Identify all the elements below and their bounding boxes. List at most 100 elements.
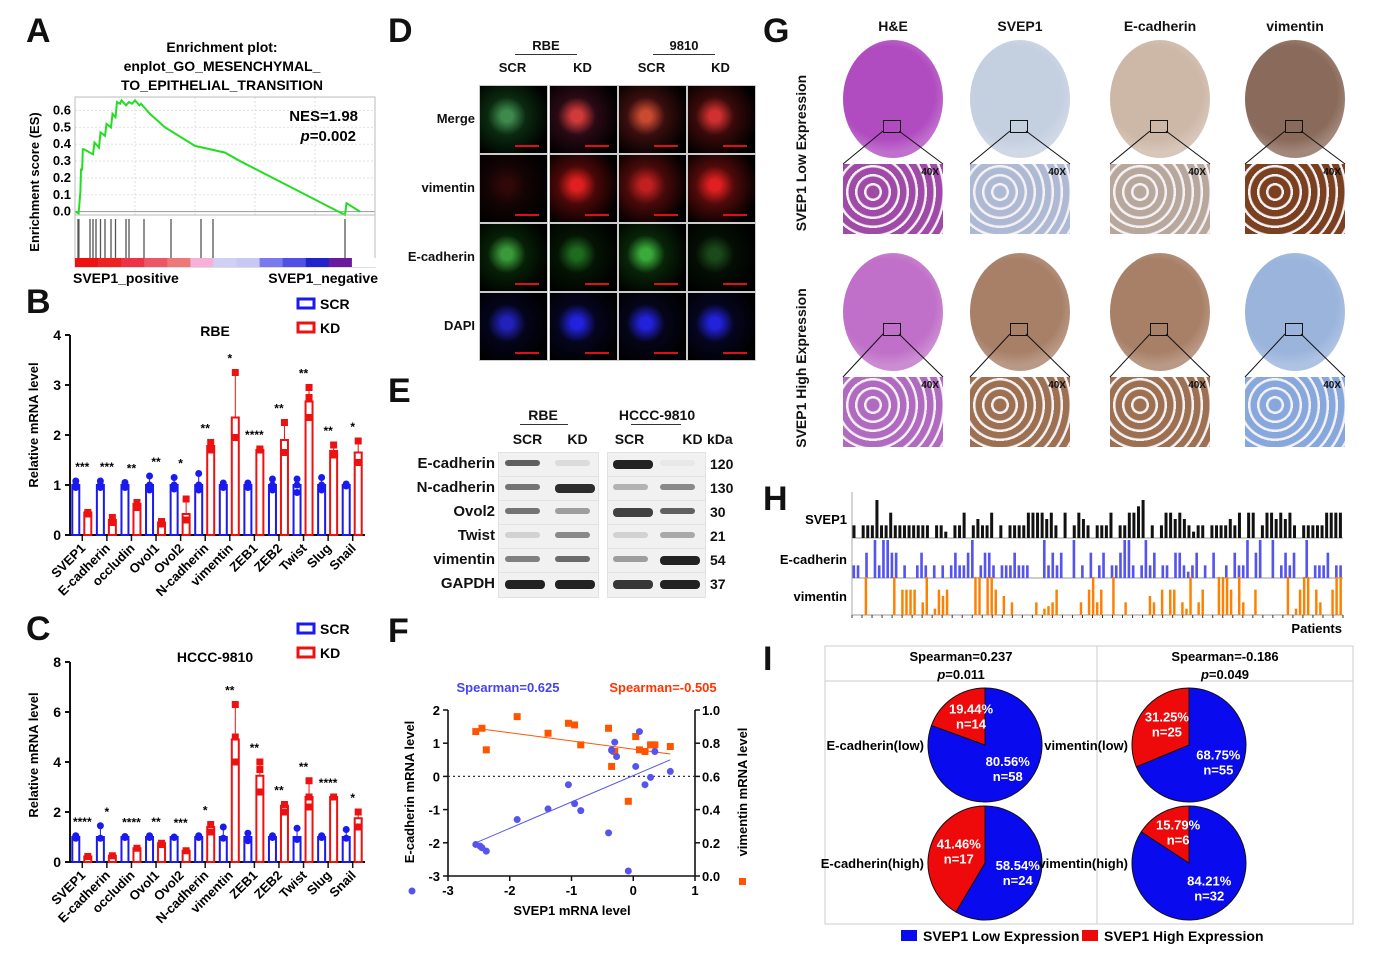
data-point-kd bbox=[158, 520, 166, 528]
significance-marker: ** bbox=[274, 402, 284, 416]
column-label-scr: SCR bbox=[498, 60, 527, 75]
point-ecadherin bbox=[571, 800, 579, 808]
patient-expression-heatbars: SVEP1 E-cadherin vimentin Patients bbox=[780, 492, 1344, 636]
magnification-label: 40X bbox=[1048, 167, 1066, 178]
legend-swatch-scr bbox=[296, 622, 316, 635]
data-point-scr bbox=[219, 484, 227, 491]
patient-bar bbox=[1045, 519, 1049, 538]
magnification-label: 40X bbox=[1188, 167, 1206, 178]
data-point-scr bbox=[268, 475, 276, 483]
ihc-panel: H&E SVEP1 E-cadherin vimentin SVEP1 Low Expr… bbox=[760, 0, 1377, 470]
data-point-scr bbox=[219, 834, 227, 842]
data-point-kd bbox=[108, 514, 116, 521]
patient-bar bbox=[1331, 589, 1334, 615]
spearman-label: Spearman=0.237 bbox=[910, 649, 1013, 664]
patient-bar bbox=[1305, 540, 1309, 578]
data-point-scr bbox=[146, 481, 154, 489]
significance-marker: ** bbox=[299, 760, 309, 774]
point-vimentin bbox=[571, 721, 579, 729]
data-point-kd bbox=[207, 821, 215, 828]
significance-marker: *** bbox=[75, 460, 89, 474]
legend-label: SVEP1 Low Expression bbox=[923, 928, 1079, 944]
patient-bar bbox=[1315, 525, 1319, 538]
micrograph-tile bbox=[687, 154, 756, 223]
tma-core bbox=[1245, 40, 1345, 158]
patient-bar bbox=[999, 525, 1003, 538]
scale-bar bbox=[723, 283, 747, 285]
patient-bar bbox=[990, 577, 993, 615]
zoom-region-box bbox=[883, 120, 901, 133]
y2-tick-label: 0.6 bbox=[702, 769, 720, 784]
protein-band bbox=[660, 580, 700, 589]
x-label-right: SVEP1_negative bbox=[268, 270, 378, 286]
y-axis-label: Enrichment score (ES) bbox=[27, 112, 42, 251]
spearman-vimentin: Spearman=-0.505 bbox=[609, 680, 716, 695]
y-tick-label: 0.1 bbox=[53, 187, 71, 202]
patient-bar bbox=[1109, 512, 1113, 538]
data-point-kd bbox=[231, 758, 239, 766]
data-point-kd bbox=[256, 446, 264, 454]
magnified-tile: 40X bbox=[1110, 377, 1210, 447]
scale-bar bbox=[654, 145, 678, 147]
spearman-label: Spearman=-0.186 bbox=[1171, 649, 1278, 664]
tma-core bbox=[843, 253, 943, 371]
protein-band bbox=[555, 508, 590, 514]
patient-bar bbox=[979, 565, 983, 578]
slice-n-high: n=6 bbox=[1167, 832, 1190, 847]
pie-row-label: E-cadherin(high) bbox=[821, 856, 924, 871]
patient-bar bbox=[921, 525, 925, 538]
data-point-kd bbox=[330, 441, 338, 449]
panel-label-b: B bbox=[26, 283, 51, 321]
patient-bar bbox=[935, 525, 939, 538]
significance-marker: ** bbox=[225, 684, 235, 698]
patient-bar bbox=[1086, 525, 1090, 538]
point-vimentin bbox=[478, 724, 486, 732]
es-line bbox=[74, 98, 361, 217]
micrograph-tile bbox=[618, 223, 687, 292]
pie-slice-high bbox=[1131, 687, 1190, 768]
rank-bar-segment bbox=[213, 258, 238, 267]
slice-pct-high: 31.25% bbox=[1145, 710, 1190, 725]
protein-band bbox=[613, 532, 648, 538]
rank-bar-segment bbox=[167, 258, 191, 267]
data-point-kd bbox=[207, 446, 215, 454]
patient-bar bbox=[1008, 525, 1012, 538]
patient-bar bbox=[1233, 525, 1237, 538]
y2-tick-label: 0.4 bbox=[702, 803, 721, 818]
patient-bar bbox=[1225, 577, 1229, 615]
patient-bar bbox=[1258, 540, 1262, 578]
data-point-kd bbox=[305, 414, 313, 421]
point-ecadherin bbox=[564, 781, 572, 789]
point-ecadherin bbox=[624, 867, 632, 875]
y2-tick-label: 0.8 bbox=[702, 736, 720, 751]
patient-bar bbox=[894, 552, 898, 578]
zoom-region-box bbox=[1285, 323, 1303, 336]
patient-bar bbox=[864, 577, 868, 615]
patient-bar bbox=[1047, 565, 1050, 578]
patient-bar bbox=[971, 540, 974, 578]
data-point-scr bbox=[170, 485, 178, 493]
magnification-label: 40X bbox=[1323, 167, 1341, 178]
patient-bar bbox=[1100, 589, 1103, 615]
scale-bar bbox=[585, 214, 609, 216]
row-label-merge: Merge bbox=[436, 111, 475, 126]
y-tick-label: 1 bbox=[53, 477, 61, 493]
patient-bar bbox=[1031, 512, 1035, 538]
bar-kd bbox=[304, 400, 314, 536]
rank-bar-segment bbox=[98, 258, 122, 267]
patient-bar bbox=[1013, 525, 1017, 538]
scale-bar bbox=[515, 352, 539, 354]
patient-bar bbox=[1095, 525, 1099, 538]
panel-label-d: D bbox=[388, 12, 413, 50]
patient-bar bbox=[1141, 500, 1145, 538]
patient-bar bbox=[1306, 577, 1310, 615]
bar-scr bbox=[341, 484, 351, 536]
point-vimentin bbox=[641, 748, 649, 755]
patient-bar bbox=[958, 525, 962, 538]
patient-bar bbox=[1022, 525, 1026, 538]
patient-bar bbox=[1241, 565, 1245, 578]
patient-bar bbox=[1326, 552, 1330, 578]
data-point-scr bbox=[244, 829, 252, 837]
bar-kd bbox=[329, 450, 339, 536]
kda-value: 54 bbox=[710, 552, 726, 568]
